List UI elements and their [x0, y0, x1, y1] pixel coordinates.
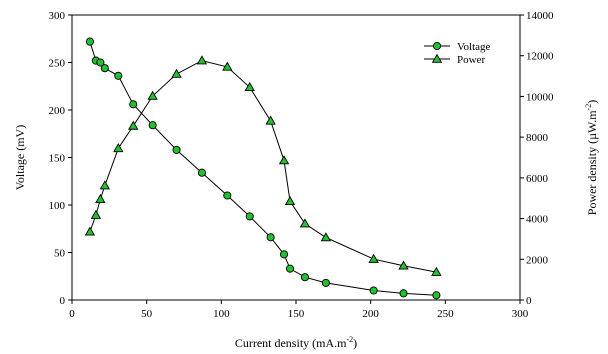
y2-tick-label: 14000 — [526, 10, 554, 22]
legend-label: Voltage — [457, 41, 491, 53]
y2-axis-title-main: Power density (µW.m — [585, 110, 599, 215]
y2-tick-label: 8000 — [526, 132, 549, 144]
data-point — [90, 209, 102, 219]
data-point — [197, 168, 206, 177]
y2-axis-title-tail: ) — [585, 100, 599, 104]
x-tick-label: 100 — [213, 308, 230, 320]
data-point — [85, 37, 94, 46]
data-point — [245, 212, 254, 221]
data-point — [300, 273, 310, 282]
data-point — [129, 100, 138, 109]
x-axis-title-main: Current density (mA.m — [235, 336, 347, 350]
series-power — [84, 55, 442, 276]
x-tick-label: 200 — [362, 308, 379, 320]
data-point — [321, 278, 330, 287]
data-point — [431, 266, 442, 276]
data-point — [369, 286, 378, 295]
y-tick-label: 50 — [54, 248, 66, 260]
series-line — [89, 41, 437, 296]
data-point — [95, 193, 106, 203]
series-voltage — [85, 37, 441, 300]
y-tick-label: 0 — [60, 295, 66, 307]
x-axis-title: Current density (mA.m-2) — [235, 335, 357, 350]
data-point — [266, 233, 275, 242]
x-tick-label: 300 — [512, 308, 529, 320]
y-tick-label: 250 — [49, 58, 66, 70]
data-point — [114, 71, 123, 80]
legend-marker — [432, 41, 442, 51]
x-axis-title-tail: ) — [353, 336, 357, 350]
data-point — [84, 226, 96, 236]
data-point — [285, 264, 295, 273]
data-point — [113, 143, 124, 153]
y-axis-title: Voltage (mV) — [13, 125, 27, 190]
legend-marker — [431, 53, 443, 63]
y-axis-ticks: 0 50 100 150 200 250 300 — [49, 10, 72, 307]
y2-axis-ticks: 0 2000 4000 6000 8000 10000 12000 14000 — [520, 10, 554, 307]
y2-tick-label: 2000 — [526, 254, 549, 266]
data-point — [399, 289, 408, 298]
data-point — [265, 115, 276, 125]
data-point — [172, 145, 181, 154]
x-tick-label: 250 — [437, 308, 454, 320]
x-axis-title-sup: -2 — [346, 335, 353, 344]
legend-item: Power — [424, 53, 485, 66]
data-point — [99, 180, 111, 190]
x-tick-label: 50 — [141, 308, 153, 320]
data-point — [398, 260, 409, 270]
series-line — [89, 60, 437, 273]
data-point — [244, 81, 255, 92]
y2-tick-label: 6000 — [526, 173, 549, 185]
legend-label: Power — [457, 54, 485, 66]
y-tick-label: 150 — [49, 153, 66, 165]
y2-tick-label: 12000 — [526, 51, 554, 63]
data-point — [100, 64, 109, 73]
y2-tick-label: 10000 — [526, 91, 554, 103]
data-point — [368, 253, 379, 263]
data-point — [278, 155, 290, 165]
data-point — [223, 191, 232, 200]
data-point — [299, 218, 311, 228]
y2-tick-label: 4000 — [526, 214, 549, 226]
y-tick-label: 300 — [49, 10, 66, 22]
data-point — [280, 250, 289, 259]
data-point — [196, 55, 208, 65]
data-point — [147, 90, 158, 100]
y2-tick-label: 0 — [526, 295, 532, 307]
plot-area — [71, 14, 521, 301]
plot-frame — [71, 14, 521, 301]
series-layer — [84, 37, 442, 300]
data-point — [128, 120, 139, 130]
y-tick-label: 100 — [49, 200, 66, 212]
x-tick-label: 150 — [288, 308, 305, 320]
x-axis-ticks: 0 50 100 150 200 250 300 — [69, 300, 529, 320]
data-point — [148, 121, 157, 130]
y2-axis-title-sup: -2 — [584, 104, 593, 111]
y2-axis-title: Power density (µW.m-2) — [584, 100, 599, 215]
legend-item: Voltage — [424, 41, 491, 53]
y-tick-label: 200 — [49, 105, 66, 117]
data-point — [96, 58, 105, 67]
data-point — [222, 61, 233, 71]
x-tick-label: 0 — [69, 308, 75, 320]
data-point — [320, 232, 332, 242]
data-point — [432, 291, 441, 300]
data-point — [284, 195, 296, 206]
data-point — [171, 68, 182, 78]
